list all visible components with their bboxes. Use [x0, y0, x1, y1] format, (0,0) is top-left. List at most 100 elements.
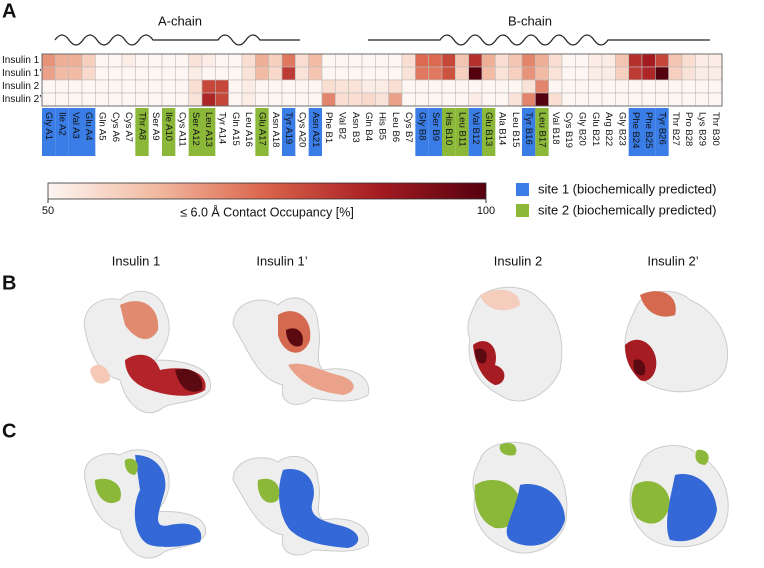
structure-label: Insulin 1 — [112, 253, 160, 268]
surface — [232, 297, 370, 405]
heat-cell — [295, 92, 309, 107]
residue-label: Asn A21 — [310, 112, 321, 147]
heat-cell — [228, 66, 243, 81]
heat-cell — [161, 92, 176, 107]
heat-cell — [548, 92, 563, 107]
heat-cell — [268, 92, 283, 107]
heat-cell — [401, 79, 416, 94]
site-box — [535, 108, 549, 156]
heat-cell — [535, 79, 549, 94]
heat-cell — [68, 53, 83, 68]
site-box — [455, 108, 469, 156]
heat-cell — [295, 53, 309, 68]
site-box — [442, 108, 456, 156]
heat-cell — [41, 79, 56, 94]
residue-label: Thr B30 — [710, 112, 721, 146]
heat-cell — [708, 79, 723, 94]
heat-cell — [121, 92, 136, 107]
heat-cell — [348, 53, 363, 68]
heat-cell — [161, 79, 176, 94]
heat-cell — [81, 79, 96, 94]
heat-cell — [655, 66, 669, 81]
residue-label: Gly B23 — [616, 112, 627, 146]
heat-cell — [681, 66, 696, 81]
heat-cell — [95, 79, 109, 94]
residue-label: Phe B1 — [323, 112, 334, 143]
heat-cell — [148, 79, 163, 94]
heat-cell — [615, 79, 629, 94]
heat-cell — [348, 79, 363, 94]
heat-cell — [535, 66, 549, 81]
residue-label: Gln A15 — [230, 112, 241, 146]
heat-cell — [295, 79, 309, 94]
heat-cell — [95, 53, 109, 68]
structures — [83, 286, 729, 559]
heat-cell — [481, 66, 496, 81]
heat-cell — [708, 66, 723, 81]
heat-cell — [628, 53, 643, 68]
heat-cell — [521, 66, 536, 81]
residue-label: Leu B11 — [456, 112, 467, 147]
heat-cell — [308, 66, 323, 81]
heat-cell — [388, 53, 403, 68]
surface — [629, 445, 729, 548]
heat-cell — [681, 53, 696, 68]
legend-label: site 2 (biochemically predicted) — [538, 202, 716, 217]
panel-letter: C — [2, 420, 16, 442]
heat-cell — [601, 66, 616, 81]
residue-label: Thr B27 — [670, 112, 681, 146]
residue-label: Cys B19 — [563, 112, 574, 148]
heat-cell — [188, 53, 203, 68]
heat-cell — [81, 53, 96, 68]
heat-cell — [135, 53, 149, 68]
colorbar — [47, 182, 487, 200]
residue-label: Cys A6 — [110, 112, 121, 142]
site-box — [82, 108, 96, 156]
heat-cell — [575, 66, 589, 81]
heat-cell — [455, 92, 469, 107]
heat-cell — [601, 92, 616, 107]
heat-cell — [215, 53, 229, 68]
residue-label: Cys A11 — [176, 112, 187, 147]
heat-cell — [148, 53, 163, 68]
heat-cell — [135, 66, 149, 81]
site-box — [642, 108, 656, 156]
heat-cell — [41, 92, 56, 107]
heat-cell — [335, 53, 349, 68]
heat-cell — [521, 79, 536, 94]
heat-cell — [575, 53, 589, 68]
site-box — [42, 108, 56, 156]
residue-label: Leu A16 — [243, 112, 254, 147]
heat-cell — [55, 92, 69, 107]
heat-cell — [175, 53, 189, 68]
heat-cell — [81, 92, 96, 107]
surface — [472, 441, 568, 554]
residue-label: Lys B29 — [696, 112, 707, 146]
heat-cell — [388, 66, 403, 81]
heat-cell — [241, 79, 256, 94]
heat-cell — [468, 53, 483, 68]
heat-cell — [561, 79, 576, 94]
heat-cell — [321, 66, 336, 81]
heat-cell — [201, 53, 216, 68]
heat-cell — [508, 53, 523, 68]
heat-cell — [215, 92, 229, 107]
heat-cell — [441, 79, 456, 94]
heat-cell — [281, 53, 296, 68]
residue-label: Ile A2 — [56, 112, 67, 136]
heat-cell — [455, 66, 469, 81]
heat-cell — [348, 66, 363, 81]
site-box — [282, 108, 296, 156]
heat-cell — [361, 79, 376, 94]
colorbar-tick-label: 50 — [42, 205, 54, 217]
heat-cell — [481, 92, 496, 107]
heat-cell — [188, 66, 203, 81]
heat-cell — [641, 53, 656, 68]
residue-label: Phe B25 — [643, 112, 654, 148]
heat-cell — [255, 53, 269, 68]
site-box — [522, 108, 536, 156]
heat-cell — [668, 79, 683, 94]
heat-cell — [641, 79, 656, 94]
heat-cell — [588, 66, 603, 81]
heat-cell — [201, 79, 216, 94]
